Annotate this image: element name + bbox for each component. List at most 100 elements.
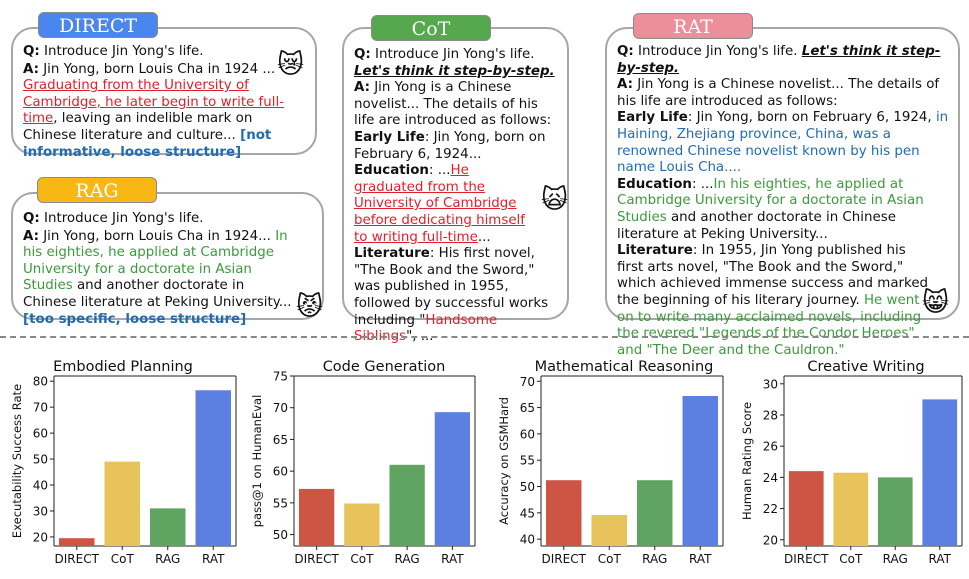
chart-title: Mathematical Reasoning	[535, 359, 714, 375]
bar-rag	[389, 464, 425, 546]
bar-rag	[877, 477, 913, 546]
bar-direct	[59, 538, 95, 546]
bar-rat	[922, 399, 958, 546]
rat-question: Q: Introduce Jin Yong's life. Let's thin…	[617, 44, 941, 76]
y-tick-label: 24	[763, 471, 778, 485]
bar-direct	[298, 488, 335, 546]
rag-note: [too specific, loose structure]	[23, 311, 247, 327]
rat-answer: A: Jin Yong is a Chinese novelist... The…	[617, 77, 940, 109]
y-tick-label: 30	[763, 377, 778, 391]
chart-creative-writing: Creative Writing 20 22 24 26 28 30 DIRECT CoT RAG…	[740, 359, 963, 566]
x-tick-label: DIRECT	[542, 552, 587, 566]
y-axis-label: Accuracy on GSMHard	[497, 397, 511, 525]
cot-early-life: Early Life: Jin Yong, born on February 6…	[354, 129, 546, 162]
bar-cot	[104, 461, 140, 546]
bar-rat	[434, 412, 471, 546]
section-divider	[0, 336, 969, 338]
direct-question: Q: Introduce Jin Yong's life.	[23, 44, 204, 59]
rat-tag: RAT	[633, 13, 753, 39]
x-tick-label: RAT	[441, 552, 464, 566]
smiling-cat-face-icon: 😸	[922, 288, 950, 318]
rat-early-life: Early Life: Jin Yong, born on February 6…	[617, 110, 949, 176]
direct-red-text: Graduating from the University of Cambri…	[23, 78, 285, 127]
rat-education: Education: ...In his eighties, he applie…	[617, 176, 924, 242]
chart-mathematical-reasoning: Mathematical Reasoning 40 45 50 55 60 65 70 DIRE…	[497, 359, 724, 566]
y-tick-label: 60	[33, 427, 48, 441]
y-tick-label: 28	[763, 408, 778, 422]
x-tick-label: CoT	[350, 552, 374, 566]
chart-title: Code Generation	[323, 359, 446, 375]
x-tick-label: CoT	[598, 552, 622, 566]
rag-green-text: In his eighties, he applied at Cambridge…	[23, 228, 288, 294]
bar-rat	[195, 390, 231, 546]
y-axis-label: Executability Success Rate	[10, 384, 24, 538]
weary-cat-face-icon: 🙀	[541, 185, 569, 215]
y-tick-label: 50	[520, 480, 535, 494]
y-tick-label: 70	[520, 375, 535, 389]
x-tick-label: RAT	[929, 552, 952, 566]
direct-note: [not informative, loose structure]	[23, 127, 272, 160]
x-tick-label: RAG	[883, 552, 908, 566]
rag-tag: RAG	[37, 177, 157, 203]
bar-direct	[546, 480, 582, 546]
y-axis-label: Human Rating Score	[740, 402, 754, 520]
chart-title: Creative Writing	[807, 359, 924, 375]
x-tick-label: RAG	[642, 552, 667, 566]
x-tick-label: RAT	[689, 552, 712, 566]
x-tick-label: DIRECT	[294, 552, 339, 566]
pouting-cat-face-icon: 😾	[296, 292, 324, 322]
rat-green-text: In his eighties, he applied at Cambridge…	[617, 176, 924, 225]
direct-answer: A: Jin Yong, born Louis Cha in 1924 ... …	[23, 61, 285, 160]
y-tick-label: 45	[520, 506, 535, 520]
rat-card: Q: Introduce Jin Yong's life. Let's thin…	[605, 27, 960, 358]
y-tick-label: 40	[520, 533, 535, 547]
direct-tag: DIRECT	[38, 12, 158, 38]
cot-red-text: He graduated from the University of Camb…	[354, 163, 525, 245]
rag-answer: A: Jin Yong, born Louis Cha in 1924... I…	[23, 228, 292, 327]
rat-blue-text: in Haining, Zhejiang province, China, wa…	[617, 110, 949, 176]
bar-cot	[833, 472, 869, 546]
y-tick-label: 20	[33, 530, 48, 544]
x-tick-label: RAG	[155, 552, 180, 566]
x-tick-label: RAG	[395, 552, 420, 566]
x-tick-label: RAT	[202, 552, 225, 566]
direct-card: Q: Introduce Jin Yong's life. A: Jin Yon…	[11, 27, 317, 160]
chart-title: Embodied Planning	[53, 359, 193, 375]
y-tick-label: 70	[33, 401, 48, 415]
cot-question: Q: Introduce Jin Yong's life. Let's thin…	[354, 47, 555, 79]
y-tick-label: 22	[763, 502, 778, 516]
y-tick-label: 80	[33, 375, 48, 389]
y-tick-label: 70	[273, 401, 288, 415]
y-tick-label: 30	[33, 504, 48, 518]
x-tick-label: CoT	[111, 552, 135, 566]
rag-question: Q: Introduce Jin Yong's life.	[23, 211, 204, 226]
bar-cot	[344, 503, 380, 546]
cot-card: Q: Introduce Jin Yong's life. Let's thin…	[342, 27, 569, 344]
bar-cot	[591, 514, 627, 546]
bar-rag	[150, 508, 186, 546]
y-axis-label: pass@1 on HumanEval	[250, 395, 264, 528]
y-tick-label: 26	[763, 440, 778, 454]
cot-tag: CoT	[371, 15, 491, 41]
rat-literature: Literature: In 1955, Jin Yong published …	[617, 243, 929, 358]
bar-rag	[637, 480, 673, 546]
y-tick-label: 55	[520, 454, 535, 468]
y-tick-label: 65	[520, 401, 535, 415]
cot-education: Education: ...He graduated from the Univ…	[354, 163, 525, 245]
bar-rat	[682, 396, 718, 546]
y-tick-label: 55	[273, 496, 288, 510]
x-tick-label: CoT	[839, 552, 863, 566]
y-tick-label: 75	[273, 370, 288, 384]
y-tick-label: 60	[520, 427, 535, 441]
chart-code-generation: Code Generation 50 55 60 65 70 75 DIRECT CoT RAG R…	[250, 359, 476, 566]
y-tick-label: 20	[763, 533, 778, 547]
y-tick-label: 50	[33, 453, 48, 467]
chart-embodied-planning: Embodied Planning 20 30 40 50 60 70 80 DIRECT CoT…	[10, 359, 237, 566]
y-tick-label: 50	[273, 528, 288, 542]
bar-direct	[788, 471, 824, 546]
rag-card: Q: Introduce Jin Yong's life. A: Jin Yon…	[11, 192, 324, 327]
x-tick-label: DIRECT	[55, 552, 100, 566]
cot-literature: Literature: His first novel, "The Book a…	[354, 246, 549, 345]
cot-answer: A: Jin Yong is a Chinese novelist... The…	[354, 80, 552, 129]
x-tick-label: DIRECT	[784, 552, 829, 566]
